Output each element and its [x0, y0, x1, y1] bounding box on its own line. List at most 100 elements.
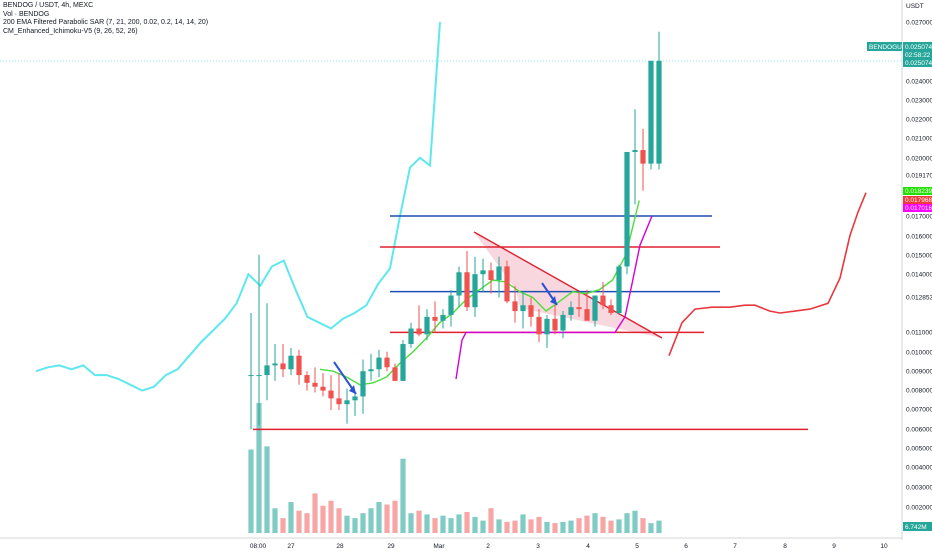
volume-bar [416, 510, 422, 533]
time-tick-label: 28 [336, 543, 344, 550]
candle-body [616, 266, 622, 313]
candle-body [576, 307, 582, 310]
volume-bar [328, 500, 334, 533]
price-tick-label: 0.009000 [906, 369, 932, 376]
volume-bar [344, 515, 350, 533]
price-tick-label: 0.016000 [906, 234, 932, 241]
price-tick-label: 0.008000 [906, 388, 932, 395]
candle-body [504, 266, 510, 302]
volume-bar [512, 520, 518, 533]
volume-bar [360, 513, 366, 533]
volume-bar [280, 518, 286, 533]
time-tick-label: 2 [486, 543, 490, 550]
candle-body [272, 363, 278, 366]
price-tick-label: 0.011000 [906, 330, 932, 337]
volume-bar [432, 518, 438, 533]
candle-body [432, 316, 438, 321]
volume-tag: 6.742M [905, 524, 927, 531]
legend-title[interactable]: BENDOG / USDT, 4h, MEXC [3, 2, 94, 9]
candle-body [248, 375, 254, 377]
time-tick-label: 5 [635, 543, 639, 550]
candle-body [416, 328, 422, 335]
signal-arrow-head [349, 385, 356, 394]
candle-body [440, 314, 446, 321]
volume-bar [296, 510, 302, 533]
volume-bar [568, 520, 574, 533]
candle-body [392, 367, 398, 381]
volume-bar [536, 516, 542, 533]
candle-body [344, 400, 350, 405]
candle-body [312, 382, 318, 387]
price-tick-label: 0.007000 [906, 407, 932, 414]
green-indicator-tag: 0.018239 [905, 188, 932, 195]
volume-bar [560, 521, 566, 533]
candle-body [376, 357, 382, 370]
volume-bar [616, 519, 622, 533]
time-tick-label: Mar [433, 543, 445, 550]
candle-body [544, 318, 550, 335]
price-axis: 0.027000 0.024000 0.023000 0.022000 0.021000… [906, 3, 932, 512]
volume-bar [336, 508, 342, 533]
candle-body [288, 355, 294, 370]
volume-bar [408, 513, 414, 533]
price-tick-label: 0.003000 [906, 485, 932, 492]
candle-body [512, 301, 518, 312]
candle-body [448, 295, 454, 315]
countdown-tag-bg [903, 51, 932, 59]
time-tick-label: 10 [880, 543, 888, 550]
countdown-tag: 02:58:22 [905, 52, 931, 59]
volume-bar [264, 446, 270, 533]
candle-body [464, 272, 470, 308]
chart-legend: BENDOG / USDT, 4h, MEXC Vol · BENDOG 200… [3, 2, 208, 36]
candle-body [528, 305, 534, 317]
price-tick-label: 0.010000 [906, 350, 932, 357]
candle-body [264, 365, 270, 376]
candle-body [592, 295, 598, 321]
volume-bar [424, 514, 430, 533]
volume-bar [656, 520, 662, 533]
volume-bar [312, 493, 318, 533]
time-tick-label: 3 [536, 543, 540, 550]
volume-bar [472, 516, 478, 533]
volume-bar [592, 513, 598, 533]
volume-bar [480, 520, 486, 533]
time-tick-label: 08:00 [250, 543, 267, 550]
cyan-lagging-line [35, 21, 441, 392]
volume-bar [376, 502, 382, 533]
volume-bar [600, 516, 606, 533]
symbol-tag-bg [867, 42, 902, 51]
legend-volume[interactable]: Vol · BENDOG [3, 10, 50, 18]
volume-bar [400, 458, 406, 533]
time-tick-label: 29 [387, 543, 395, 550]
time-tick-label: 27 [287, 543, 295, 550]
volume-bar [624, 513, 630, 533]
volume-bar [392, 500, 398, 533]
volume-bar [272, 508, 278, 533]
red-indicator-tag: 0.017968 [905, 197, 932, 204]
legend-sar[interactable]: 200 EMA Filtered Parabolic SAR (7, 21, 2… [3, 19, 209, 27]
price-tick-label: 0.004000 [906, 465, 932, 472]
candle-body [656, 60, 662, 164]
volume-bar [544, 521, 550, 533]
candle-body [360, 371, 366, 397]
volume-bar [320, 505, 326, 533]
time-tick-label: 6 [684, 543, 688, 550]
volume-bar [576, 518, 582, 533]
volume-bar [488, 508, 494, 533]
price-tick-label: 0.021000 [906, 136, 932, 143]
candle-body [608, 305, 614, 313]
magenta-indicator-tag: 0.017016 [905, 205, 932, 212]
legend-ichimoku[interactable]: CM_Enhanced_Ichimoku-V5 (9, 26, 52, 26) [3, 27, 138, 35]
volume-bar [384, 504, 390, 533]
price-tick-label: 0.005000 [906, 446, 932, 453]
volume-bar [368, 508, 374, 533]
volume-bar [552, 523, 558, 533]
candlesticks [248, 31, 662, 430]
candle-body [648, 60, 654, 164]
last-price-tag-2-bg [903, 59, 932, 67]
candle-body [352, 396, 358, 401]
candle-body [280, 363, 286, 370]
volume-bar [256, 403, 262, 533]
